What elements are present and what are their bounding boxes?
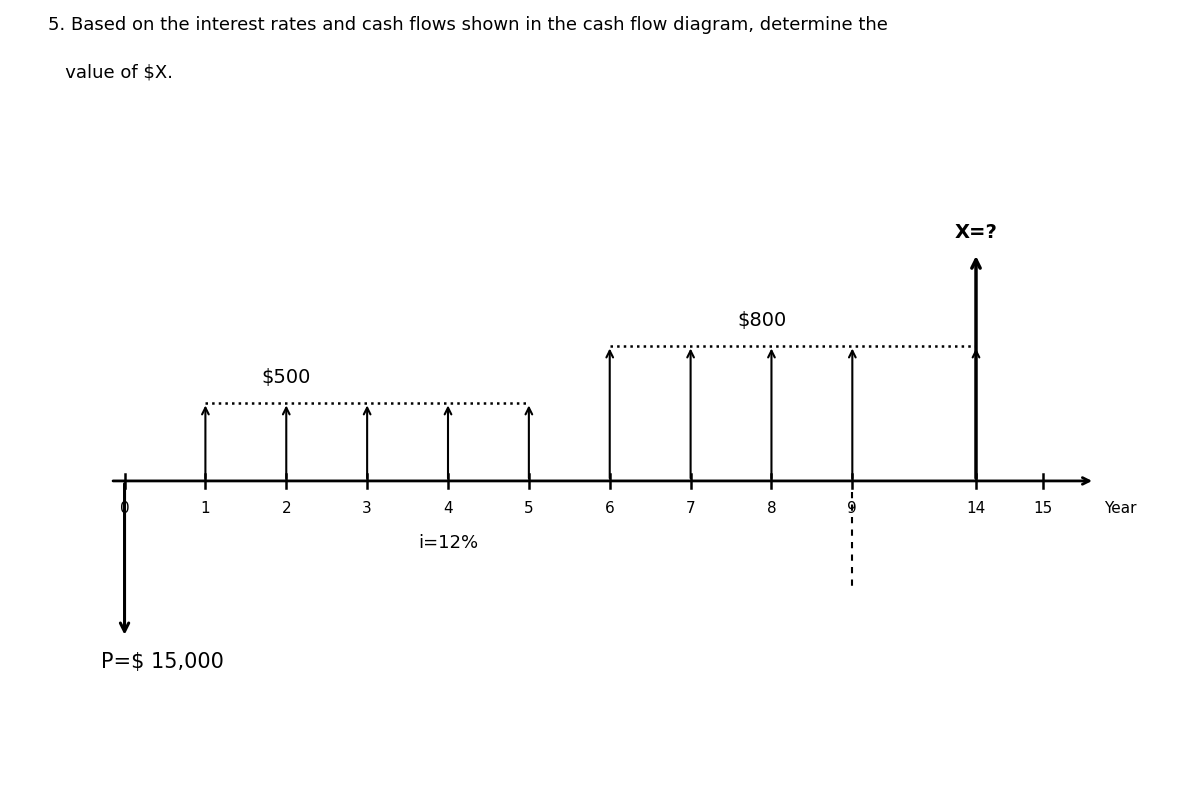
Text: $800: $800 [737, 311, 786, 330]
Text: value of $X.: value of $X. [48, 63, 173, 81]
Text: 3: 3 [362, 501, 372, 516]
Text: 6: 6 [605, 501, 614, 516]
Text: $500: $500 [262, 368, 311, 387]
Text: 15: 15 [1033, 501, 1052, 516]
Text: 14: 14 [966, 501, 985, 516]
Text: 8: 8 [767, 501, 776, 516]
Text: X=?: X=? [954, 223, 997, 242]
Text: Year: Year [1104, 501, 1136, 516]
Text: 2: 2 [282, 501, 292, 516]
Text: 7: 7 [685, 501, 696, 516]
Text: P=$ 15,000: P=$ 15,000 [101, 652, 223, 672]
Text: 5: 5 [524, 501, 534, 516]
Text: 5. Based on the interest rates and cash flows shown in the cash flow diagram, de: 5. Based on the interest rates and cash … [48, 16, 888, 34]
Text: 4: 4 [443, 501, 452, 516]
Text: 0: 0 [120, 501, 130, 516]
Text: i=12%: i=12% [418, 534, 478, 552]
Text: 1: 1 [200, 501, 210, 516]
Text: 9: 9 [847, 501, 857, 516]
